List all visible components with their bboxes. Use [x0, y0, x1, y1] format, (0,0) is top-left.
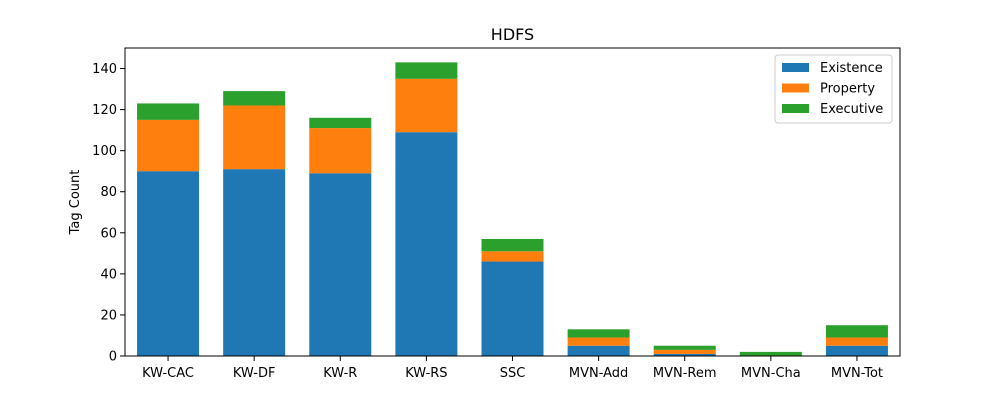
y-axis-label: Tag Count — [68, 170, 83, 236]
bar-existence-kw-rs — [395, 132, 458, 356]
bar-property-mvn-tot — [825, 337, 888, 346]
y-tick-label: 80 — [100, 185, 117, 200]
bar-property-kw-rs — [395, 78, 458, 133]
bar-property-mvn-add — [567, 337, 630, 346]
y-tick-label: 0 — [109, 350, 117, 365]
x-tick-label: MVN-Rem — [653, 366, 717, 381]
legend-label-property: Property — [820, 82, 875, 97]
bar-executive-mvn-tot — [825, 325, 888, 338]
bar-existence-mvn-add — [567, 345, 630, 356]
x-tick-label: MVN-Add — [569, 366, 628, 381]
bar-existence-kw-r — [309, 173, 372, 356]
bar-executive-mvn-add — [567, 329, 630, 338]
bar-existence-mvn-tot — [825, 345, 888, 356]
y-axis: 0 20 40 60 80 100 120 140 — [92, 62, 125, 365]
bar-executive-mvn-cha — [739, 351, 802, 356]
y-tick-label: 120 — [92, 103, 117, 118]
chart-title: HDFS — [491, 25, 534, 44]
y-tick-label: 100 — [92, 144, 117, 159]
x-tick-label: KW-RS — [405, 366, 447, 381]
bar-existence-kw-cac — [137, 171, 200, 356]
bar-existence-mvn-rem — [653, 353, 716, 356]
bar-executive-ssc — [481, 238, 544, 252]
y-tick-label: 60 — [100, 226, 117, 241]
x-tick-label: KW-DF — [233, 366, 276, 381]
legend-swatch-property — [782, 83, 809, 93]
legend-label-executive: Executive — [820, 102, 883, 117]
legend-swatch-existence — [782, 63, 809, 72]
x-tick-label: KW-CAC — [142, 366, 194, 381]
bar-executive-kw-cac — [137, 103, 200, 120]
x-tick-label: SSC — [500, 366, 526, 381]
bar-executive-mvn-rem — [653, 345, 716, 350]
legend-label-existence: Existence — [820, 61, 883, 76]
y-tick-label: 140 — [92, 62, 117, 77]
y-tick-label: 20 — [100, 308, 117, 323]
legend: Existence Property Executive — [774, 54, 893, 124]
bar-property-ssc — [481, 251, 544, 262]
bar-existence-ssc — [481, 261, 544, 356]
legend-swatch-executive — [782, 104, 809, 113]
bar-executive-kw-df — [223, 91, 286, 106]
x-tick-label: MVN-Cha — [741, 366, 801, 381]
bar-property-kw-cac — [137, 119, 200, 172]
y-tick-label: 40 — [100, 267, 117, 282]
bar-existence-kw-df — [223, 169, 286, 356]
bar-executive-kw-rs — [395, 62, 458, 79]
x-tick-label: MVN-Tot — [831, 366, 883, 381]
bar-property-kw-df — [223, 105, 286, 170]
bar-executive-kw-r — [309, 117, 372, 129]
bars — [137, 62, 888, 356]
bar-property-kw-r — [309, 128, 372, 174]
x-tick-label: KW-R — [323, 366, 357, 381]
x-axis: KW-CAC KW-DF KW-R KW-RS SSC MVN-Add MVN-Rem MVN… — [142, 356, 883, 381]
bar-property-mvn-rem — [653, 349, 716, 354]
